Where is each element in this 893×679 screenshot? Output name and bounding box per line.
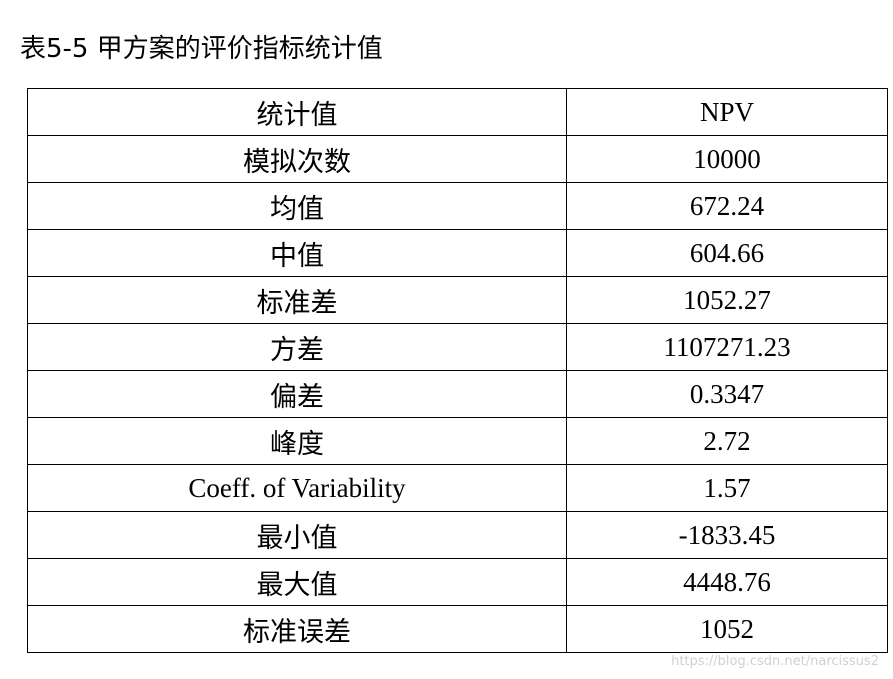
table-row: 最小值 -1833.45 xyxy=(27,511,888,559)
table-row: 模拟次数 10000 xyxy=(27,135,888,183)
stat-value: 1.57 xyxy=(566,464,888,512)
stat-value: 0.3347 xyxy=(566,370,888,418)
stats-table: 统计值 NPV 模拟次数 10000 均值 672.24 中值 604.66 标准差 1052.2… xyxy=(27,88,888,653)
table-row: 方差 1107271.23 xyxy=(27,323,888,371)
table-row: 峰度 2.72 xyxy=(27,417,888,465)
stat-name: 标准差 xyxy=(27,276,567,324)
stat-name: 模拟次数 xyxy=(27,135,567,183)
stat-name: Coeff. of Variability xyxy=(27,464,567,512)
table-row: 中值 604.66 xyxy=(27,229,888,277)
stat-value: 2.72 xyxy=(566,417,888,465)
stat-name: 统计值 xyxy=(27,88,567,136)
stat-value: NPV xyxy=(566,88,888,136)
stat-value: 4448.76 xyxy=(566,558,888,606)
stat-value: 1052.27 xyxy=(566,276,888,324)
stat-name: 标准误差 xyxy=(27,605,567,653)
stat-value: 10000 xyxy=(566,135,888,183)
table-title: 表5-5 甲方案的评价指标统计值 xyxy=(20,34,383,64)
table-row: Coeff. of Variability 1.57 xyxy=(27,464,888,512)
stat-value: 1052 xyxy=(566,605,888,653)
stat-value: -1833.45 xyxy=(566,511,888,559)
table-row: 标准误差 1052 xyxy=(27,605,888,653)
stat-name: 中值 xyxy=(27,229,567,277)
stat-name: 方差 xyxy=(27,323,567,371)
stat-name: 均值 xyxy=(27,182,567,230)
header-row: 统计值 NPV xyxy=(27,88,888,136)
stat-value: 1107271.23 xyxy=(566,323,888,371)
stat-name: 偏差 xyxy=(27,370,567,418)
stat-value: 672.24 xyxy=(566,182,888,230)
watermark: https://blog.csdn.net/narcissus2 xyxy=(671,654,879,669)
table-row: 最大值 4448.76 xyxy=(27,558,888,606)
stat-name: 峰度 xyxy=(27,417,567,465)
stat-name: 最大值 xyxy=(27,558,567,606)
stat-name: 最小值 xyxy=(27,511,567,559)
stat-value: 604.66 xyxy=(566,229,888,277)
table-row: 标准差 1052.27 xyxy=(27,276,888,324)
table-row: 偏差 0.3347 xyxy=(27,370,888,418)
table-row: 均值 672.24 xyxy=(27,182,888,230)
